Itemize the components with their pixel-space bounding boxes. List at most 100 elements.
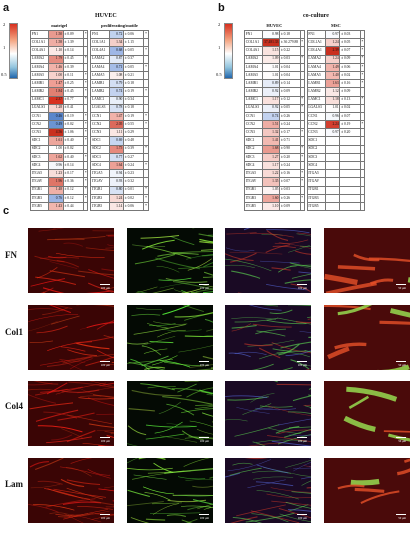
value-cell-matrigel: 1.43 xyxy=(48,201,64,212)
value-cell-matrigel: 1.00 xyxy=(48,70,64,81)
error-cell-msc xyxy=(339,160,361,171)
scale-bar-label: 100 μm xyxy=(199,439,209,443)
row-label-fn: FN xyxy=(5,250,17,260)
sig-cell-msc xyxy=(359,103,365,113)
gene-cell: LGALS3 xyxy=(306,103,327,113)
gene-cell: CCN3 xyxy=(90,128,110,138)
sig-cell-msc xyxy=(359,152,365,163)
value-cell-matrigel: 0.46 xyxy=(48,111,64,122)
sig-cell-msc xyxy=(359,29,365,40)
heatmap-row: SDC4 1.17 ± 0.24 SDC4 xyxy=(243,160,365,171)
error-cell-matrigel: ± 0.40 xyxy=(62,152,85,163)
error-cell-matrigel: ± 1.39 xyxy=(62,38,85,48)
sig-cell-msc xyxy=(359,87,365,97)
error-cell-huvec: ± 36 279.88 xyxy=(279,38,301,48)
error-cell-matrigel: ± 0.09 xyxy=(62,29,85,40)
value-cell-msc xyxy=(325,201,341,212)
error-cell-huvec: ± 0.12 xyxy=(279,95,301,105)
error-cell-msc xyxy=(339,169,361,179)
gene-cell: CCN2 xyxy=(29,120,50,130)
error-cell-proliferating: ± 0.05 xyxy=(123,62,145,72)
sig-cell-proliferating xyxy=(143,54,149,64)
gene-cell: SDC1 xyxy=(29,136,50,146)
gene-cell: SDC2 xyxy=(90,144,110,154)
error-cell-huvec: ± 0.05 xyxy=(279,103,301,113)
heatmap-row: CCN1 0.74 ± 0.26 CCN1 0.96 ± 0.07 xyxy=(243,111,365,122)
sig-cell-proliferating: * xyxy=(143,185,149,195)
error-cell-proliferating: ± 1.15 xyxy=(123,38,145,48)
micrograph-merge-col1: 100 μm xyxy=(225,305,311,370)
heatmap-row: SDC1 1.41 ± 0.71 SDC1 xyxy=(243,136,365,146)
value-cell-huvec: 1.41 xyxy=(262,136,281,146)
gene-cell: SDC2 xyxy=(29,144,50,154)
scale-bar-label: 50 μm xyxy=(396,361,406,367)
value-cell-msc xyxy=(325,136,341,146)
gene-cell: ITGA5 xyxy=(29,169,50,179)
gene-cell: LAMC1 xyxy=(29,95,50,105)
error-cell-msc xyxy=(339,185,361,195)
heatmap-row: ITGB5 1.43 ± 0.44 ITGB5 1.14 ± 0.06 * xyxy=(29,201,149,212)
error-cell-huvec: ± 0.26 xyxy=(279,111,301,122)
error-cell-huvec: ± 0.26 xyxy=(279,193,301,203)
heatmap-row: SDC4 0.96 ± 0.14 SDC4 1.64 ± 0.24 * xyxy=(29,160,149,171)
gene-cell: ITGA5 xyxy=(306,169,327,179)
heatmap-row: LAMA5 1.01 ± 0.04 LAMA5 1.40 ± 0.02 * xyxy=(243,70,365,81)
gene-cell: LAMB2 xyxy=(243,87,264,97)
sig-cell-proliferating xyxy=(143,177,149,187)
value-cell-msc: 1.01 xyxy=(325,103,341,113)
gene-cell: CCN2 xyxy=(243,120,264,130)
micrograph-merge-col4: 100 μm xyxy=(225,381,311,446)
error-cell-huvec: ± 0.04 xyxy=(279,70,301,81)
gene-cell: SDC2 xyxy=(243,144,264,154)
error-cell-matrigel: ± 0.02 xyxy=(62,120,85,130)
value-cell-huvec: 1.60 xyxy=(262,193,281,203)
error-cell-matrigel: ± 0.39 xyxy=(62,62,85,72)
value-cell-huvec: 0.89 xyxy=(262,79,281,89)
error-cell-huvec: ± 0.90 xyxy=(279,144,301,154)
heatmap-row: ITGAV 1.35 ± 0.07 * ITGAV xyxy=(243,177,365,187)
value-cell-matrigel: 1.00 xyxy=(48,144,64,154)
heatmap-row: LAMC1 2.37 ± 0.77 * LAMC1 0.90 ± 0.34 xyxy=(29,95,149,105)
micrograph-red-fn: 100 μm xyxy=(28,228,114,293)
gene-cell: LGALS3 xyxy=(29,103,50,113)
heatmap-row: CCN2 0.49 ± 0.02 * CCN2 2.05 ± 0.55 * xyxy=(29,120,149,130)
heatmap-row: COL1A1 1.58 ± 1.39 COL1A1 1.34 ± 1.15 xyxy=(29,38,149,48)
heatmap-row: SDC1 1.61 ± 0.40 * SDC1 0.69 ± 0.48 xyxy=(29,136,149,146)
col-group-msc: MSC xyxy=(330,22,341,28)
error-cell-huvec: ± 0.03 xyxy=(279,185,301,195)
heatmap-row: LAMA4 1.46 ± 0.39 LAMA4 0.71 ± 0.05 * xyxy=(29,62,149,72)
sig-cell-msc: * xyxy=(359,79,365,89)
micrograph-merge-fn: 100 μm xyxy=(225,228,311,293)
value-cell-proliferating: 1.14 xyxy=(108,201,125,212)
value-cell-proliferating: 0.71 xyxy=(108,62,125,72)
value-cell-msc xyxy=(325,152,341,163)
gene-cell: FN1 xyxy=(29,29,50,40)
panel-a-colorbar-label-top: 2 xyxy=(3,22,6,27)
gene-cell: FN1 xyxy=(243,29,264,40)
gene-cell: SDC4 xyxy=(243,160,264,171)
gene-cell: ITGB3 xyxy=(29,193,50,203)
panel-a-colorbar-label-mid: 1 xyxy=(3,45,6,50)
error-cell-msc: ± 0.09 xyxy=(339,87,361,97)
error-cell-msc: ± 0.02 xyxy=(339,103,361,113)
gene-cell: COL1A1 xyxy=(90,38,110,48)
value-cell-msc xyxy=(325,144,341,154)
value-cell-proliferating: 1.11 xyxy=(108,128,125,138)
scale-bar-label: 100 μm xyxy=(297,516,307,520)
gene-cell: LGALS3 xyxy=(90,103,110,113)
error-cell-proliferating: ± 0.19 xyxy=(123,111,145,122)
sig-cell-proliferating: * xyxy=(143,62,149,72)
error-cell-proliferating: ± 0.27 xyxy=(123,152,145,163)
panel-b-colorbar-label-bot: 0.5 xyxy=(216,72,222,77)
value-cell-huvec: 0.98 xyxy=(262,29,281,40)
sig-cell-proliferating xyxy=(143,38,149,48)
gene-cell: COL4A1 xyxy=(306,46,327,56)
sig-cell-proliferating xyxy=(143,95,149,105)
col-group-proliferating: proliferating/motile xyxy=(101,22,138,28)
error-cell-huvec: ± 0.24 xyxy=(279,120,301,130)
value-cell-msc: 0.96 xyxy=(325,111,341,122)
sig-cell-msc: * xyxy=(359,54,365,64)
sig-cell-matrigel xyxy=(83,201,89,212)
error-cell-matrigel: ± 0.11 xyxy=(62,70,85,81)
value-cell-huvec: 1.35 xyxy=(262,177,281,187)
